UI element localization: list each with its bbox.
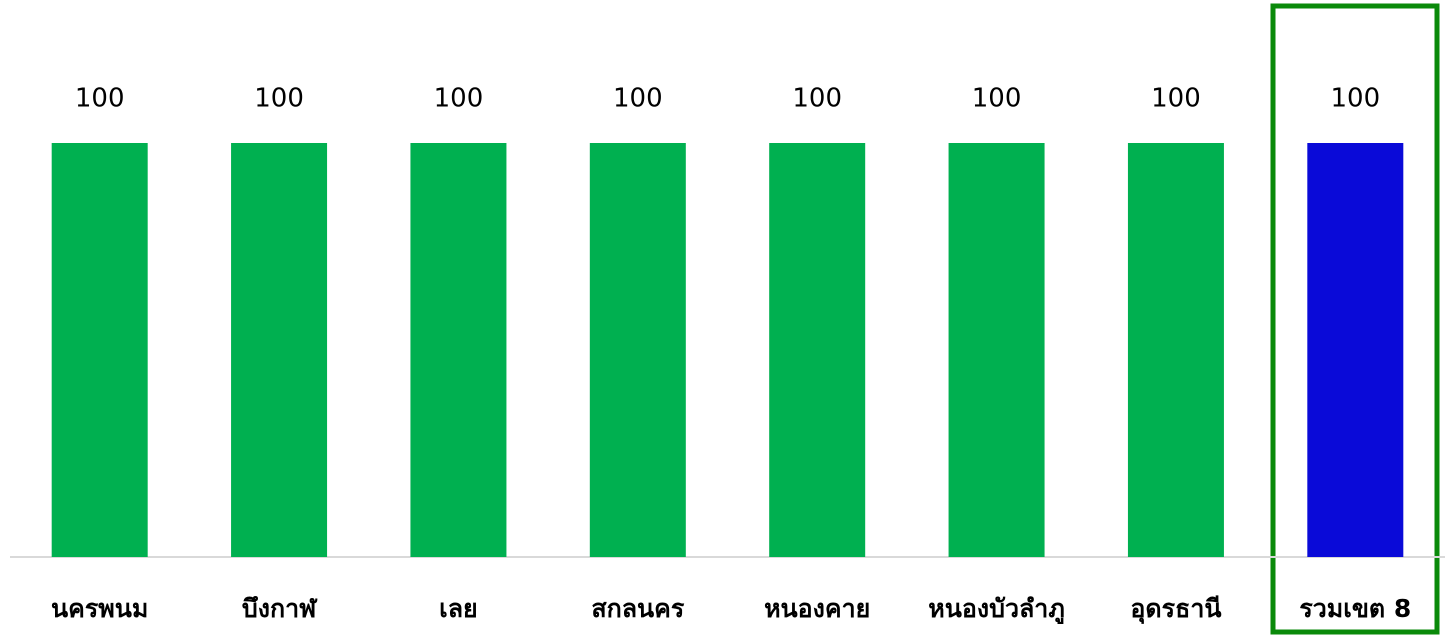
x-tick-label: อุดรธานี — [1130, 594, 1221, 625]
bar — [231, 143, 328, 557]
value-label: 100 — [254, 84, 304, 114]
bar — [769, 143, 866, 557]
x-tick-label: หนองคาย — [764, 594, 870, 623]
bar — [51, 143, 148, 557]
x-tick-label: สกลนคร — [591, 594, 685, 623]
value-label: 100 — [972, 84, 1022, 114]
x-tick-label: นครพนม — [51, 594, 148, 623]
value-label: 100 — [613, 84, 663, 114]
highlight-box — [1270, 3, 1440, 635]
x-tick-label: หนองบัวลำภู — [928, 594, 1065, 625]
bar — [589, 143, 686, 557]
x-tick-label: เลย — [439, 594, 478, 623]
bar — [948, 143, 1045, 557]
bar — [410, 143, 507, 557]
x-tick-label: รวมเขต 8 — [1299, 594, 1411, 623]
value-label: 100 — [434, 84, 484, 114]
bar — [1307, 143, 1404, 557]
bar — [1127, 143, 1224, 557]
value-label: 100 — [792, 84, 842, 114]
value-label: 100 — [1151, 84, 1201, 114]
x-tick-label: บึงกาฬ — [242, 594, 318, 623]
value-label: 100 — [1330, 84, 1380, 114]
value-label: 100 — [75, 84, 125, 114]
